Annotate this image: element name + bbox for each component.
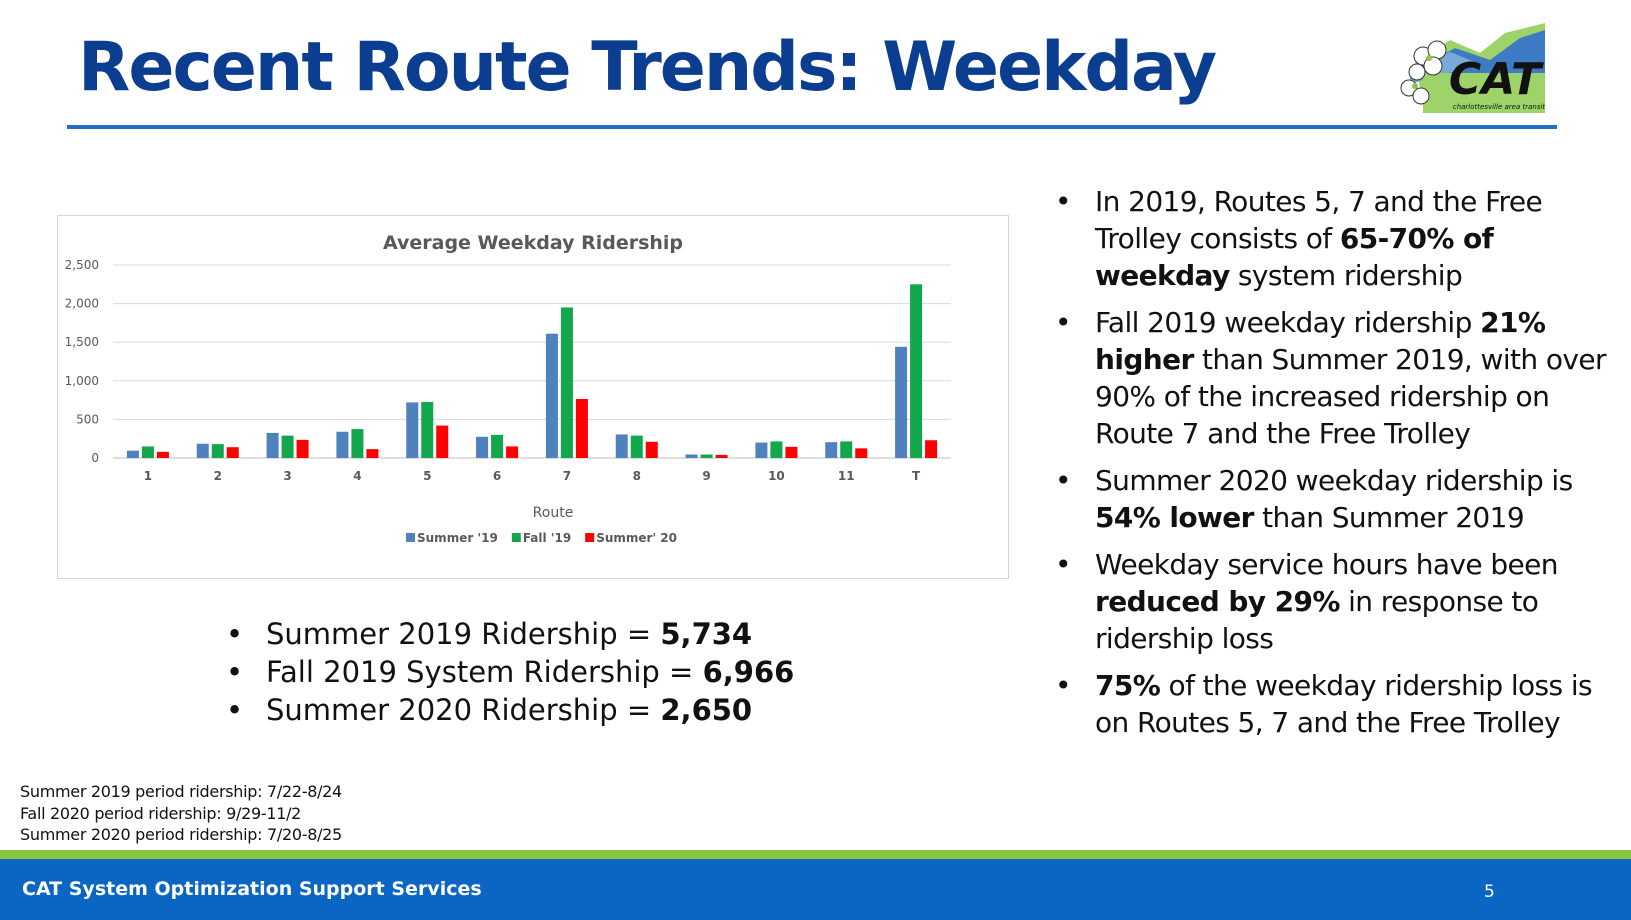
cat-logo-graphic: CAT charlottesville area transit	[1400, 23, 1546, 113]
x-tick-label: 8	[633, 469, 641, 483]
bar-7-2	[575, 398, 588, 458]
title-divider	[67, 125, 1557, 129]
finding-item: 75% of the weekday ridership loss is on …	[1055, 667, 1625, 741]
chart-title: Average Weekday Ridership	[383, 232, 683, 254]
finding-item: Summer 2020 weekday ridership is 54% low…	[1055, 462, 1625, 536]
legend-label: Summer '19	[417, 531, 498, 545]
y-tick-label: 1,500	[65, 335, 99, 349]
x-tick-label: 10	[768, 469, 785, 483]
finding-item: In 2019, Routes 5, 7 and the Free Trolle…	[1055, 183, 1625, 294]
bar-5-1	[421, 402, 434, 458]
ridership-chart: Average Weekday Ridership 0 500 1,000 1,500…	[57, 215, 1009, 579]
bar-7-1	[560, 307, 573, 458]
bar-5-0	[406, 402, 419, 458]
x-tick-label: 6	[493, 469, 501, 483]
x-tick-label: 2	[214, 469, 222, 483]
x-tick-label: 5	[423, 469, 431, 483]
bar-1-2	[156, 451, 169, 458]
stat-summer-2019: Summer 2019 Ridership = 5,734	[222, 615, 794, 653]
bar-T-2	[925, 440, 938, 458]
bar-4-1	[351, 429, 364, 458]
y-tick-label: 0	[91, 451, 99, 465]
x-tick-label: 11	[838, 469, 855, 483]
bar-6-0	[476, 436, 489, 458]
stat-value: 2,650	[660, 693, 753, 727]
y-tick-label: 1,000	[65, 374, 99, 388]
footer-accent-stripe	[0, 850, 1631, 859]
bar-9-1	[700, 454, 713, 458]
y-tick-label: 500	[76, 412, 99, 426]
bar-2-1	[211, 444, 224, 458]
y-tick-label: 2,000	[65, 297, 99, 311]
stat-value: 5,734	[660, 617, 753, 651]
bar-9-2	[715, 454, 728, 458]
note-line: Summer 2020 period ridership: 7/20-8/25	[20, 825, 342, 844]
logo-text: CAT	[1449, 54, 1544, 105]
footer-bar	[0, 859, 1631, 920]
bar-10-2	[785, 446, 798, 458]
x-tick-label: 3	[283, 469, 291, 483]
period-notes: Summer 2019 period ridership: 7/22-8/24 …	[20, 781, 342, 846]
finding-item: Weekday service hours have been reduced …	[1055, 546, 1625, 657]
note-line: Fall 2020 period ridership: 9/29-11/2	[20, 803, 302, 823]
bar-9-0	[685, 454, 698, 458]
chart-canvas: Average Weekday Ridership 0 500 1,000 1,500…	[65, 232, 951, 545]
bar-T-0	[895, 346, 908, 458]
bar-7-0	[545, 333, 558, 458]
legend-swatch	[406, 533, 415, 542]
bar-T-1	[910, 284, 923, 458]
y-tick-label: 2,500	[65, 258, 99, 272]
stat-summer-2020: Summer 2020 Ridership = 2,650	[222, 691, 794, 729]
bar-4-0	[336, 431, 349, 458]
ridership-totals: Summer 2019 Ridership = 5,734 Fall 2019 …	[222, 615, 794, 729]
logo-tagline: charlottesville area transit	[1453, 103, 1546, 111]
note-line: Summer 2019 period ridership: 7/22-8/24	[20, 782, 342, 801]
bar-6-2	[506, 446, 519, 458]
legend-swatch	[511, 533, 521, 542]
bar-8-1	[630, 435, 643, 458]
slide-title: Recent Route Trends: Weekday	[78, 28, 1217, 107]
legend-swatch	[585, 533, 595, 542]
bar-3-2	[296, 439, 309, 458]
x-axis-label: Route	[533, 505, 574, 521]
bar-2-2	[226, 447, 239, 458]
legend-label: Fall '19	[523, 531, 571, 545]
x-tick-label: 9	[702, 469, 710, 483]
bar-11-1	[840, 441, 853, 458]
finding-item: Fall 2019 weekday ridership 21% higher t…	[1055, 304, 1625, 452]
bar-1-0	[126, 450, 139, 458]
bar-3-0	[266, 432, 279, 458]
stat-value: 6,966	[702, 655, 795, 689]
bar-3-1	[281, 435, 294, 458]
bar-8-2	[645, 441, 658, 458]
x-tick-label: T	[912, 469, 921, 483]
x-tick-label: 1	[144, 469, 152, 483]
cat-logo: CAT charlottesville area transit	[1395, 18, 1560, 123]
x-tick-label: 4	[353, 469, 361, 483]
bar-11-2	[855, 448, 868, 458]
legend-label: Summer' 20	[596, 531, 677, 545]
bar-6-1	[491, 434, 504, 458]
bar-2-0	[196, 443, 209, 458]
bar-8-0	[615, 434, 628, 458]
page-number: 5	[1484, 882, 1495, 902]
stat-fall-2019: Fall 2019 System Ridership = 6,966	[222, 653, 794, 691]
x-tick-label: 7	[563, 469, 571, 483]
bar-10-0	[755, 442, 768, 458]
key-findings: In 2019, Routes 5, 7 and the Free Trolle…	[1055, 183, 1625, 751]
bar-4-2	[366, 449, 379, 458]
bar-1-1	[141, 446, 154, 458]
bar-10-1	[770, 441, 783, 458]
footer-title: CAT System Optimization Support Services	[22, 878, 482, 900]
bar-11-0	[825, 442, 838, 458]
bar-5-2	[436, 425, 449, 458]
